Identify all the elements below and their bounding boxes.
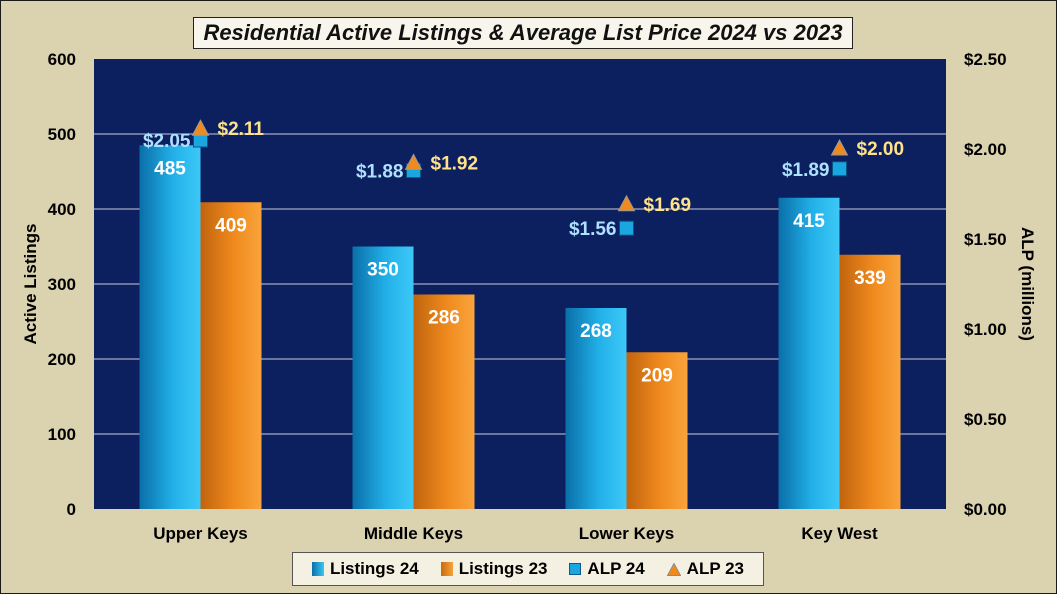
data-label-alp-23: $1.92 <box>431 153 479 174</box>
marker-alp-23 <box>191 119 210 136</box>
y-tick-label: 500 <box>48 125 76 144</box>
marker-alp-23 <box>617 194 636 212</box>
chart-title: Residential Active Listings & Average Li… <box>193 17 853 49</box>
data-label-alp-24: $1.56 <box>569 219 617 240</box>
legend-item-listings-24: Listings 24 <box>311 559 419 579</box>
bar-listings-23 <box>200 202 262 509</box>
y2-tick-label: $2.00 <box>964 140 1007 159</box>
marker-alp-23 <box>830 138 849 156</box>
bar-label-listings-24: 415 <box>793 211 825 232</box>
legend-item-alp-24: ALP 24 <box>569 559 645 579</box>
bar-listings-23 <box>413 294 475 509</box>
legend-label-listings-24: Listings 24 <box>329 559 419 578</box>
bar-label-listings-24: 485 <box>154 158 186 179</box>
legend-item-alp-23: ALP 23 <box>666 559 744 579</box>
y-tick-label: 600 <box>48 50 76 69</box>
y-tick-label: 100 <box>48 425 76 444</box>
legend-label-alp-24: ALP 24 <box>587 559 645 578</box>
bar-label-listings-23: 339 <box>854 268 886 289</box>
data-label-alp-23: $2.00 <box>857 139 905 160</box>
x-tick-label: Upper Keys <box>153 524 247 543</box>
y-tick-label: 400 <box>48 200 76 219</box>
bar-label-listings-23: 286 <box>428 308 460 329</box>
bar-label-listings-23: 209 <box>641 365 673 386</box>
marker-alp-24 <box>832 161 847 177</box>
y2-tick-label: $1.50 <box>964 230 1007 249</box>
bar-listings-24 <box>778 197 840 509</box>
legend: Listings 24 Listings 23 ALP 24 ALP 23 <box>292 552 764 586</box>
y2-tick-label: $1.00 <box>964 320 1007 339</box>
legend-item-listings-23: Listings 23 <box>440 559 548 579</box>
y-tick-label: 300 <box>48 275 76 294</box>
marker-alp-24 <box>619 220 634 236</box>
y-tick-label: 200 <box>48 350 76 369</box>
data-label-alp-23: $1.69 <box>644 195 692 216</box>
bar-listings-23 <box>839 254 901 509</box>
y-tick-label: 0 <box>67 500 76 519</box>
bar-label-listings-24: 350 <box>367 260 399 281</box>
x-tick-label: Middle Keys <box>364 524 463 543</box>
marker-alp-23 <box>404 153 423 170</box>
data-label-alp-24: $1.88 <box>356 162 404 183</box>
y2-axis-title: ALP (millions) <box>1018 227 1037 341</box>
x-tick-label: Key West <box>801 524 878 543</box>
y2-tick-label: $2.50 <box>964 50 1007 69</box>
data-label-alp-24: $1.89 <box>782 160 830 181</box>
data-label-alp-23: $2.11 <box>218 119 265 140</box>
legend-label-alp-23: ALP 23 <box>686 559 744 578</box>
bar-listings-23 <box>626 352 688 509</box>
legend-label-listings-23: Listings 23 <box>458 559 548 578</box>
bar-listings-24 <box>352 246 414 509</box>
bar-listings-24 <box>565 308 627 509</box>
y2-tick-label: $0.00 <box>964 500 1007 519</box>
y2-tick-label: $0.50 <box>964 410 1007 429</box>
bar-label-listings-24: 268 <box>580 321 612 342</box>
bar-label-listings-23: 409 <box>215 215 247 236</box>
bar-listings-24 <box>139 145 201 509</box>
x-tick-label: Lower Keys <box>579 524 674 543</box>
data-label-alp-24: $2.05 <box>143 131 191 152</box>
y-axis-title: Active Listings <box>21 224 40 345</box>
